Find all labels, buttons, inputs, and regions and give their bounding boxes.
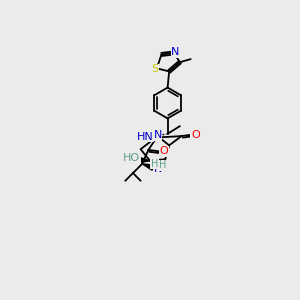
Text: HO: HO xyxy=(123,153,140,164)
Text: HN: HN xyxy=(137,132,154,142)
Text: O: O xyxy=(159,146,168,157)
Polygon shape xyxy=(142,164,154,170)
Text: H: H xyxy=(158,160,166,170)
Text: N: N xyxy=(153,130,162,140)
Polygon shape xyxy=(139,157,150,163)
Text: H: H xyxy=(151,159,158,169)
Text: N: N xyxy=(171,47,179,57)
Text: O: O xyxy=(191,130,200,140)
Text: N: N xyxy=(153,164,162,174)
Text: S: S xyxy=(152,64,159,74)
